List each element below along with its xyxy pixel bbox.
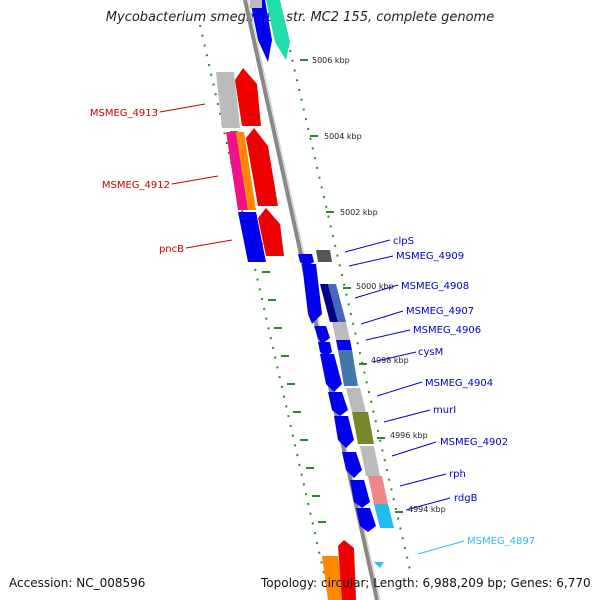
gene-arrow-rdgb-d xyxy=(356,508,376,532)
map-title: Mycobacterium smegmatis str. MC2 155, co… xyxy=(105,10,495,25)
gene-arrow-msmeg-4897 xyxy=(374,562,384,568)
gene-label-rdgb[interactable]: rdgB xyxy=(454,493,478,504)
gene-label-msmeg-4897[interactable]: MSMEG_4897 xyxy=(467,536,535,547)
bottom-gene-block xyxy=(322,540,356,600)
kbp-label-5000: 5000 kbp xyxy=(356,282,394,291)
gene-arrow-msmeg-4904 xyxy=(320,354,342,392)
left-gene-arrows xyxy=(216,68,284,262)
gene-arrow-rdgb-b xyxy=(374,504,394,528)
gene-arrow-rdgb-c xyxy=(350,480,370,508)
gene-arrow-msmeg-4912c xyxy=(246,128,278,206)
gene-arrow-rdgb xyxy=(368,476,388,504)
gene-arrow-rph xyxy=(360,446,380,476)
gene-label-msmeg-4908[interactable]: MSMEG_4908 xyxy=(401,281,469,292)
gene-arrow-muri-b xyxy=(352,412,374,444)
gene-arrow-msmeg-4906 xyxy=(332,322,350,340)
gene-arrow-msmeg-4908b xyxy=(328,284,346,322)
gene-arrow-msmeg-4912b xyxy=(236,132,256,210)
gene-arrow-msmeg-4913 xyxy=(216,72,240,128)
gene-label-msmeg-4909[interactable]: MSMEG_4909 xyxy=(396,251,464,262)
gene-label-msmeg-4912[interactable]: MSMEG_4912 xyxy=(102,180,170,191)
gene-label-msmeg-4906[interactable]: MSMEG_4906 xyxy=(413,325,481,336)
gene-arrow-msmeg-4902b xyxy=(334,416,354,448)
right-gene-arrows xyxy=(298,250,394,568)
gene-arrow-msmeg-4908 xyxy=(320,284,338,322)
left-leader-lines xyxy=(159,103,233,249)
gene-arrow-pncb xyxy=(238,212,266,262)
gene-arrow-msmeg-4907 xyxy=(314,326,330,344)
gene-label-rph[interactable]: rph xyxy=(449,469,466,480)
gene-arrow-cysm-b xyxy=(338,350,358,386)
gene-label-muri[interactable]: murI xyxy=(433,405,456,416)
gene-label-msmeg-4904[interactable]: MSMEG_4904 xyxy=(425,378,493,389)
gene-label-cysm[interactable]: cysM xyxy=(418,347,443,358)
gene-label-pncb[interactable]: pncB xyxy=(159,244,184,255)
gene-label-msmeg-4913[interactable]: MSMEG_4913 xyxy=(90,108,158,119)
highlight-leader-line xyxy=(417,540,465,555)
kbp-label-5002: 5002 kbp xyxy=(340,208,378,217)
kbp-label-5006: 5006 kbp xyxy=(312,56,350,65)
gene-arrow-msmeg-4902 xyxy=(328,392,348,416)
gene-arrow-msmeg-4909 xyxy=(298,254,314,266)
gene-arrow-cysm xyxy=(336,340,352,350)
gene-arrow-msmeg-4912 xyxy=(226,132,248,210)
gene-arrow-clps xyxy=(316,250,332,262)
kbp-label-4994: 4994 kbp xyxy=(408,505,446,514)
top-gene-block xyxy=(250,0,290,62)
gene-arrow-msmeg-4906b xyxy=(318,342,332,356)
kbp-label-4996: 4996 kbp xyxy=(390,431,428,440)
kbp-label-5004: 5004 kbp xyxy=(324,132,362,141)
gene-arrow-muri xyxy=(346,388,366,412)
gene-label-clps[interactable]: clpS xyxy=(393,236,414,247)
gene-arrow-rph-b xyxy=(342,452,362,478)
gene-label-msmeg-4907[interactable]: MSMEG_4907 xyxy=(406,306,474,317)
gene-arrow-msmeg-4908c xyxy=(302,264,322,324)
gene-label-msmeg-4902[interactable]: MSMEG_4902 xyxy=(440,437,508,448)
gene-arrow-msmeg-4913b xyxy=(235,68,261,126)
kbp-ticks xyxy=(300,59,403,513)
kbp-label-4998: 4998 kbp xyxy=(371,356,409,365)
accession-text: Accession: NC_008596 xyxy=(9,576,146,590)
topology-summary: Topology: circular; Length: 6,988,209 bp… xyxy=(261,576,591,590)
outer-dotted-guide xyxy=(199,24,331,600)
right-leader-lines xyxy=(344,239,451,511)
gene-arrow-pncb-b xyxy=(258,208,284,256)
